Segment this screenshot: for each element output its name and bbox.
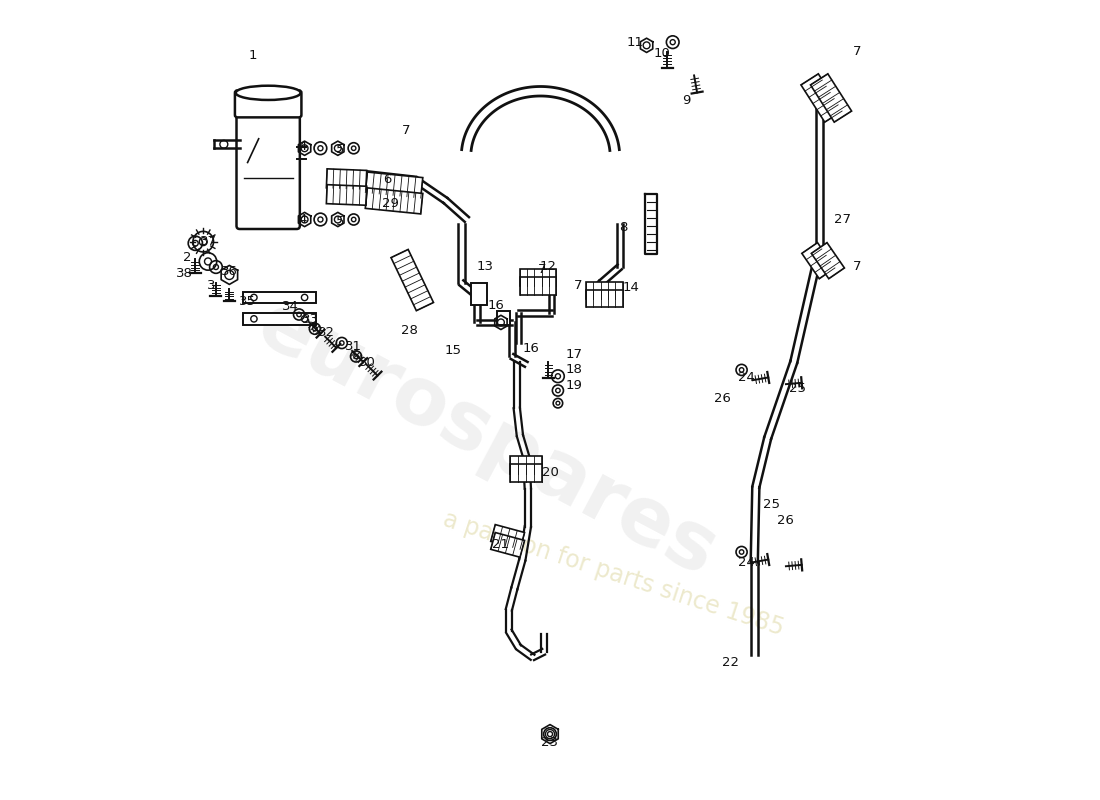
Polygon shape [802, 242, 835, 278]
Polygon shape [585, 290, 623, 307]
Text: 24: 24 [738, 556, 755, 569]
Text: 26: 26 [714, 392, 732, 405]
Text: 22: 22 [722, 656, 739, 670]
FancyBboxPatch shape [235, 90, 301, 118]
Text: 21: 21 [493, 538, 509, 550]
Text: 24: 24 [738, 371, 755, 384]
Text: 34: 34 [282, 300, 299, 313]
Text: 13: 13 [476, 261, 494, 274]
Text: 35: 35 [239, 294, 256, 307]
Text: 33: 33 [302, 313, 319, 326]
Polygon shape [811, 74, 851, 122]
Polygon shape [585, 282, 623, 299]
Text: 14: 14 [623, 281, 639, 294]
Text: 9: 9 [682, 94, 691, 107]
Text: 19: 19 [565, 379, 582, 392]
Text: eurospares: eurospares [243, 286, 730, 594]
Text: 8: 8 [618, 221, 627, 234]
Ellipse shape [235, 86, 300, 100]
Text: 3: 3 [207, 278, 216, 292]
Polygon shape [510, 464, 542, 482]
Text: 2: 2 [184, 251, 191, 264]
Text: 30: 30 [360, 355, 376, 369]
Text: 20: 20 [541, 466, 559, 479]
Text: 37: 37 [199, 235, 217, 248]
Text: 15: 15 [444, 345, 462, 358]
Text: 7: 7 [573, 278, 582, 292]
Polygon shape [327, 169, 366, 190]
Text: 7: 7 [538, 263, 547, 276]
Text: 25: 25 [763, 498, 780, 511]
Text: 7: 7 [852, 45, 861, 58]
Polygon shape [365, 188, 422, 214]
Polygon shape [510, 456, 542, 474]
Text: 36: 36 [221, 266, 238, 278]
Bar [243, 313, 316, 325]
Text: 5: 5 [336, 143, 344, 156]
Text: 26: 26 [778, 514, 794, 527]
Text: 29: 29 [382, 197, 398, 210]
Polygon shape [390, 250, 433, 310]
Text: 25: 25 [789, 382, 805, 394]
Text: 28: 28 [400, 324, 418, 337]
Text: 10: 10 [653, 46, 670, 60]
Polygon shape [812, 242, 845, 278]
Text: 16: 16 [522, 342, 539, 355]
Text: 1: 1 [249, 49, 257, 62]
Text: 5: 5 [336, 215, 344, 228]
Polygon shape [491, 525, 525, 550]
Text: 16: 16 [487, 298, 505, 311]
Text: a passion for parts since 1985: a passion for parts since 1985 [440, 507, 786, 641]
Text: 32: 32 [318, 326, 336, 339]
Text: 18: 18 [565, 363, 582, 377]
Polygon shape [520, 269, 557, 286]
Text: 23: 23 [541, 735, 559, 749]
Polygon shape [327, 185, 366, 206]
Bar [243, 291, 316, 303]
Text: 31: 31 [345, 340, 362, 353]
Text: 4: 4 [299, 213, 307, 226]
Text: 17: 17 [565, 347, 582, 361]
FancyBboxPatch shape [236, 112, 300, 229]
Text: 11: 11 [627, 36, 644, 49]
Bar [497, 310, 509, 325]
Text: 27: 27 [835, 213, 851, 226]
Text: 4: 4 [299, 140, 307, 153]
Text: 6: 6 [384, 174, 392, 186]
Text: 7: 7 [402, 124, 410, 138]
Polygon shape [801, 74, 843, 122]
Text: 38: 38 [176, 267, 192, 280]
Polygon shape [365, 172, 422, 198]
Polygon shape [520, 278, 557, 294]
Polygon shape [491, 533, 525, 558]
Text: 7: 7 [852, 261, 861, 274]
Text: 12: 12 [539, 261, 557, 274]
Bar [471, 283, 486, 305]
